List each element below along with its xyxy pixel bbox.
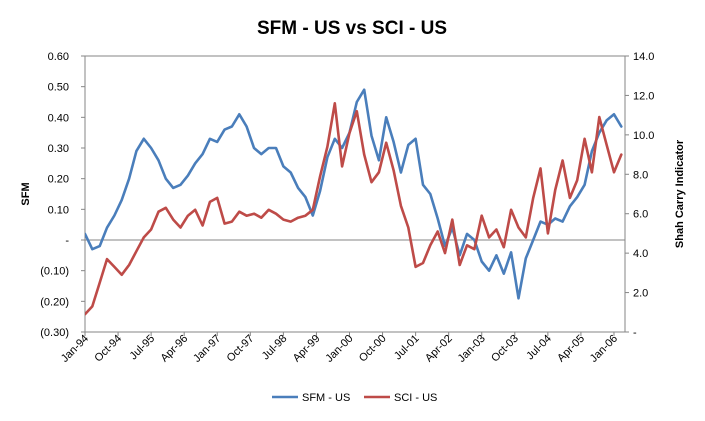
left-axis-tick-label: 0.40 [48, 112, 69, 124]
x-axis-tick-label: Oct-00 [357, 333, 389, 365]
left-axis-tick-label: 0.50 [48, 82, 69, 94]
legend-label-2: SCI - US [394, 392, 437, 404]
left-axis-tick-label: 0.20 [48, 174, 69, 186]
left-axis-title: SFM [20, 182, 32, 205]
x-axis-tick-label: Jan-00 [323, 333, 355, 365]
series-line-1 [85, 88, 623, 300]
left-axis-tick-label: 0.60 [48, 51, 69, 63]
x-axis-tick-label: Apr-02 [423, 333, 455, 365]
plot-area: 0.60 0.50 0.40 0.30 0.20 0.10 - (0.10) (0.20) (0.… [40, 51, 654, 365]
left-axis-tick-label: (0.10) [40, 266, 69, 278]
series-line-2 [85, 102, 623, 316]
left-axis-tick-label: - [65, 235, 69, 247]
right-axis-tick-label: 6.0 [633, 209, 648, 221]
right-axis-tick-label: 10.0 [633, 130, 654, 142]
left-axis-tick-label: (0.30) [40, 327, 69, 339]
x-axis-tick-label: Oct-94 [92, 333, 124, 365]
right-axis-tick-label: 12.0 [633, 90, 654, 102]
x-axis-tick-label: Oct-03 [489, 333, 521, 365]
x-axis-tick-label: Apr-96 [158, 333, 190, 365]
x-axis-tick-label: Jul-01 [392, 333, 422, 363]
x-axis-tick-label: Oct-97 [225, 333, 257, 365]
right-axis-tick-label: - [633, 327, 637, 339]
x-axis-tick-label: Jan-97 [191, 333, 223, 365]
left-axis-tick-label: 0.30 [48, 143, 69, 155]
x-axis-tick-label: Jul-98 [260, 333, 290, 363]
x-axis-tick-label: Jul-95 [128, 333, 158, 363]
legend: SFM - US SCI - US [272, 392, 437, 404]
right-axis-tick-label: 14.0 [633, 51, 654, 63]
x-axis-tick-label: Jan-03 [456, 333, 488, 365]
right-axis-tick-label: 2.0 [633, 288, 648, 300]
x-axis-tick-label: Jul-04 [524, 333, 554, 363]
right-axis-title: Shah Carry Indicator [674, 139, 686, 248]
left-axis-tick-label: 0.10 [48, 204, 69, 216]
right-axis-tick-label: 4.0 [633, 248, 648, 260]
x-axis-tick-label: Apr-99 [291, 333, 323, 365]
x-axis-tick-label: Jan-06 [588, 333, 620, 365]
chart-title: SFM - US vs SCI - US [257, 18, 447, 39]
x-axis-tick-label: Apr-05 [555, 333, 587, 365]
right-axis-tick-label: 8.0 [633, 169, 648, 181]
left-axis-tick-label: (0.20) [40, 296, 69, 308]
legend-label-1: SFM - US [302, 392, 350, 404]
